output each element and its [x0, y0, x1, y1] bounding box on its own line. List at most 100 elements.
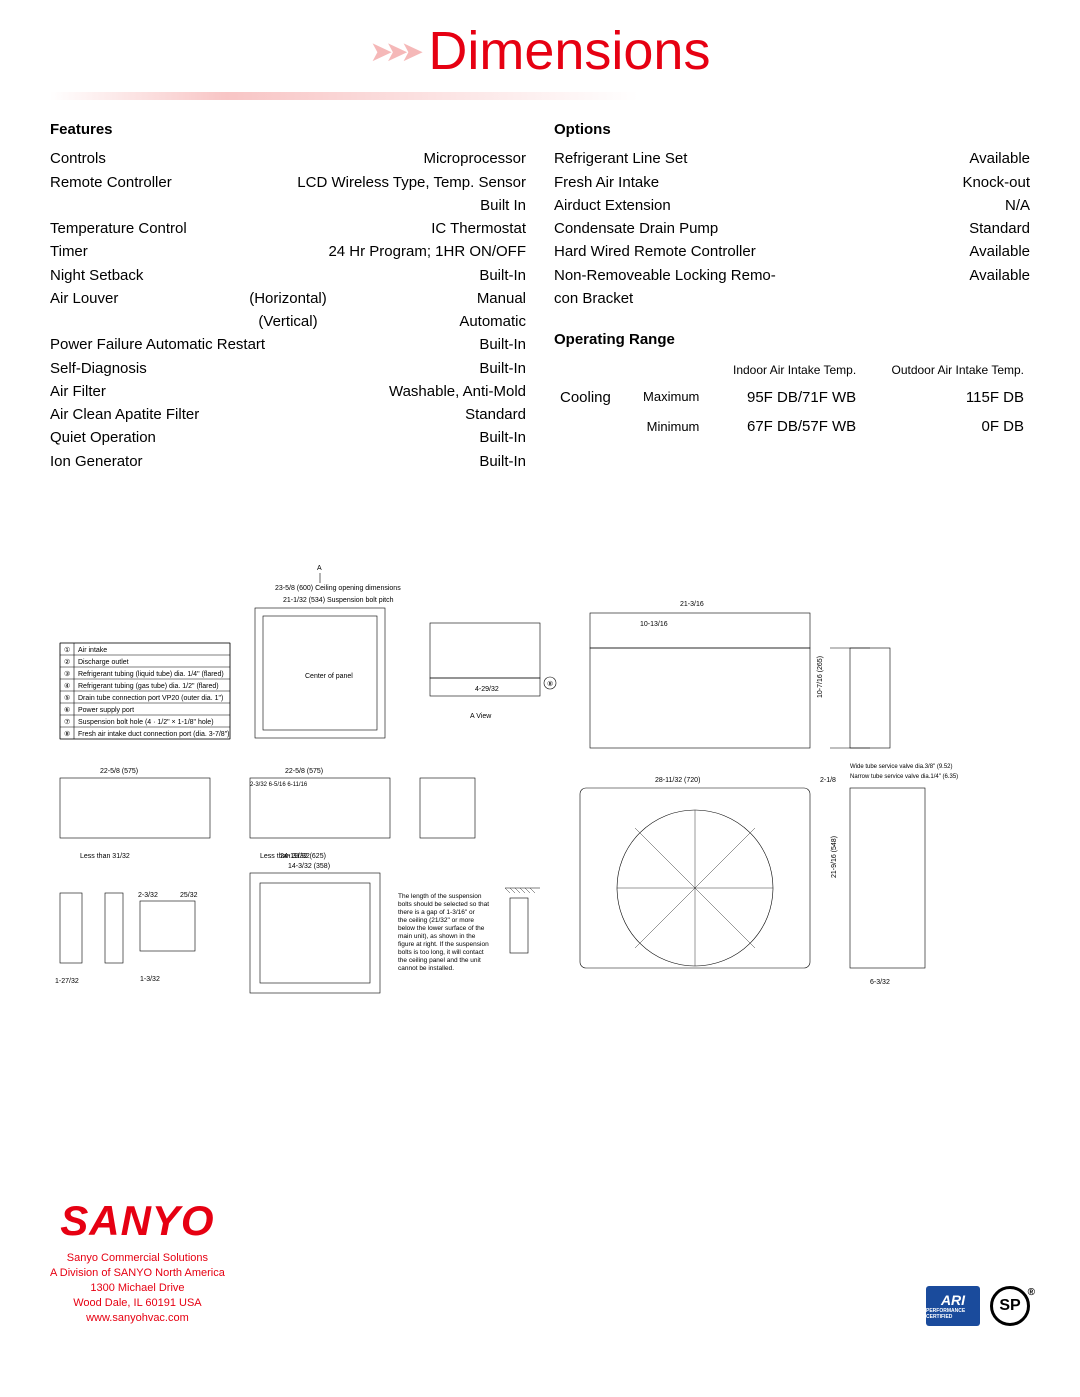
spec-row: Quiet OperationBuilt-In: [50, 426, 526, 449]
footer-line1: Sanyo Commercial Solutions: [50, 1251, 225, 1266]
spec-value: Built-In: [288, 450, 526, 473]
sanyo-logo: SANYO: [50, 1193, 225, 1250]
spec-value: Built-In: [288, 333, 526, 356]
svg-text:1-27/32: 1-27/32: [55, 978, 79, 985]
spec-row: Remote ControllerLCD Wireless Type, Temp…: [50, 171, 526, 218]
svg-text:21-9/16 (548): 21-9/16 (548): [831, 836, 838, 878]
spec-label: Quiet Operation: [50, 426, 288, 449]
spec-value: Standard: [288, 403, 526, 426]
svg-text:Suspension bolt hole (4 · 1/2": Suspension bolt hole (4 · 1/2" × 1-1/8" …: [78, 719, 214, 726]
spec-value: Built-In: [288, 357, 526, 380]
svg-text:Less than 31/32: Less than 31/32: [80, 853, 130, 860]
spec-row: Temperature ControlIC Thermostat: [50, 217, 526, 240]
spec-row: ControlsMicroprocessor: [50, 147, 526, 170]
svg-text:Wide tube service valve dia.3/: Wide tube service valve dia.3/8" (9.52): [850, 764, 953, 770]
spec-row: Air FilterWashable, Anti-Mold: [50, 380, 526, 403]
spec-row: Power Failure Automatic RestartBuilt-In: [50, 333, 526, 356]
features-header: Features: [50, 118, 526, 141]
spec-label: Remote Controller: [50, 171, 288, 218]
spec-row: Condensate Drain PumpStandard: [554, 217, 1030, 240]
louver-h-label: (Horizontal): [209, 287, 368, 310]
svg-text:A: A: [317, 565, 322, 572]
spec-label: Condensate Drain Pump: [554, 217, 792, 240]
svg-text:14-3/32 (358): 14-3/32 (358): [288, 863, 330, 870]
svg-text:②: ②: [64, 658, 70, 666]
range-header: Operating Range: [554, 328, 1030, 351]
range-min-indoor: 67F DB/57F WB: [705, 413, 860, 440]
features-column: Features ControlsMicroprocessorRemote Co…: [50, 118, 526, 473]
svg-text:10-13/16: 10-13/16: [640, 621, 668, 628]
svg-text:2-3/32: 2-3/32: [138, 892, 158, 899]
spec-label: Airduct Extension: [554, 194, 792, 217]
svg-text:⑧: ⑧: [547, 680, 553, 688]
svg-text:21-3/16: 21-3/16: [680, 601, 704, 608]
svg-text:23-5/8 (600) Ceiling opening d: 23-5/8 (600) Ceiling opening dimensions: [275, 585, 401, 592]
footer-line2: A Division of SANYO North America: [50, 1266, 225, 1281]
spec-value: N/A: [792, 194, 1030, 217]
spec-label: Refrigerant Line Set: [554, 147, 792, 170]
svg-text:Refrigerant tubing (liquid tub: Refrigerant tubing (liquid tube) dia. 1/…: [78, 671, 224, 678]
spec-value: Available: [792, 240, 1030, 263]
spec-label: Ion Generator: [50, 450, 288, 473]
spec-row: Hard Wired Remote ControllerAvailable: [554, 240, 1030, 263]
spec-value: LCD Wireless Type, Temp. Sensor Built In: [288, 171, 526, 218]
range-max-indoor: 95F DB/71F WB: [705, 384, 860, 411]
company-footer: SANYO Sanyo Commercial Solutions A Divis…: [50, 1193, 225, 1326]
spec-value: Standard: [792, 217, 1030, 240]
svg-text:22-5/8 (575): 22-5/8 (575): [285, 768, 323, 775]
certification-badges: ARIPERFORMANCE CERTIFIED SP: [926, 1286, 1030, 1326]
svg-text:Drain tube connection port VP2: Drain tube connection port VP20 (outer d…: [78, 695, 223, 702]
louver-label: Air Louver: [50, 287, 209, 310]
range-max-outdoor: 115F DB: [862, 384, 1028, 411]
range-mode: Cooling: [556, 384, 625, 411]
spec-label: Fresh Air Intake: [554, 171, 792, 194]
spec-value: Knock-out: [792, 171, 1030, 194]
svg-text:figure at right. If the suspen: figure at right. If the suspension: [398, 941, 489, 948]
svg-text:2-1/8: 2-1/8: [820, 777, 836, 784]
arrow-icon: ➤➤➤: [370, 35, 416, 68]
options-header: Options: [554, 118, 1030, 141]
svg-text:⑦: ⑦: [64, 718, 70, 726]
spec-label: Non-Removeable Locking Remo-con Bracket: [554, 264, 792, 311]
footer-line3: 1300 Michael Drive: [50, 1281, 225, 1296]
spec-row: Self-DiagnosisBuilt-In: [50, 357, 526, 380]
spec-row: Night SetbackBuilt-In: [50, 264, 526, 287]
svg-text:1-3/32: 1-3/32: [140, 976, 160, 983]
spec-label: Hard Wired Remote Controller: [554, 240, 792, 263]
spec-row: Refrigerant Line SetAvailable: [554, 147, 1030, 170]
spec-label: Temperature Control: [50, 217, 288, 240]
svg-text:The length of the suspension: The length of the suspension: [398, 893, 482, 900]
page-title: Dimensions: [428, 20, 710, 82]
spec-value: Microprocessor: [288, 147, 526, 170]
spec-label: Controls: [50, 147, 288, 170]
svg-text:2-3/32 6-5/16 6-11/16: 2-3/32 6-5/16 6-11/16: [250, 782, 308, 788]
svg-text:below the lower surface of the: below the lower surface of the: [398, 925, 485, 932]
svg-text:Discharge outlet: Discharge outlet: [78, 659, 129, 666]
svg-text:the ceiling panel and the unit: the ceiling panel and the unit: [398, 957, 481, 964]
svg-text:25/32: 25/32: [180, 892, 198, 899]
technical-diagram: ①Air intake ②Discharge outlet ③Refrigera…: [50, 553, 1030, 1073]
spec-row: Airduct ExtensionN/A: [554, 194, 1030, 217]
page-header: ➤➤➤ Dimensions: [50, 0, 1030, 92]
spec-row: Fresh Air IntakeKnock-out: [554, 171, 1030, 194]
svg-text:bolts is too long, it will con: bolts is too long, it will contact: [398, 949, 484, 956]
svg-text:21-1/32 (534) Suspension bolt: 21-1/32 (534) Suspension bolt pitch: [283, 597, 394, 604]
svg-text:6-3/32: 6-3/32: [870, 979, 890, 986]
svg-text:cannot be installed.: cannot be installed.: [398, 965, 454, 972]
svg-text:⑤: ⑤: [64, 694, 70, 702]
range-min-outdoor: 0F DB: [862, 413, 1028, 440]
spec-value: Available: [792, 147, 1030, 170]
spec-row: Non-Removeable Locking Remo-con BracketA…: [554, 264, 1030, 311]
spec-value: Washable, Anti-Mold: [288, 380, 526, 403]
csa-badge: SP: [990, 1286, 1030, 1326]
divider-gradient: [50, 92, 1030, 100]
options-column: Options Refrigerant Line SetAvailableFre…: [554, 118, 1030, 473]
range-table: Indoor Air Intake Temp. Outdoor Air Inta…: [554, 357, 1030, 442]
range-indoor-header: Indoor Air Intake Temp.: [705, 359, 860, 382]
louver-h-value: Manual: [367, 287, 526, 310]
svg-text:Center of panel: Center of panel: [305, 673, 353, 680]
svg-text:Narrow tube service valve dia.: Narrow tube service valve dia.1/4" (6.35…: [850, 774, 958, 780]
svg-text:Fresh air intake duct connecti: Fresh air intake duct connection port (d…: [78, 731, 230, 738]
louver-v-label: (Vertical): [209, 310, 368, 333]
svg-text:Air intake: Air intake: [78, 647, 107, 654]
